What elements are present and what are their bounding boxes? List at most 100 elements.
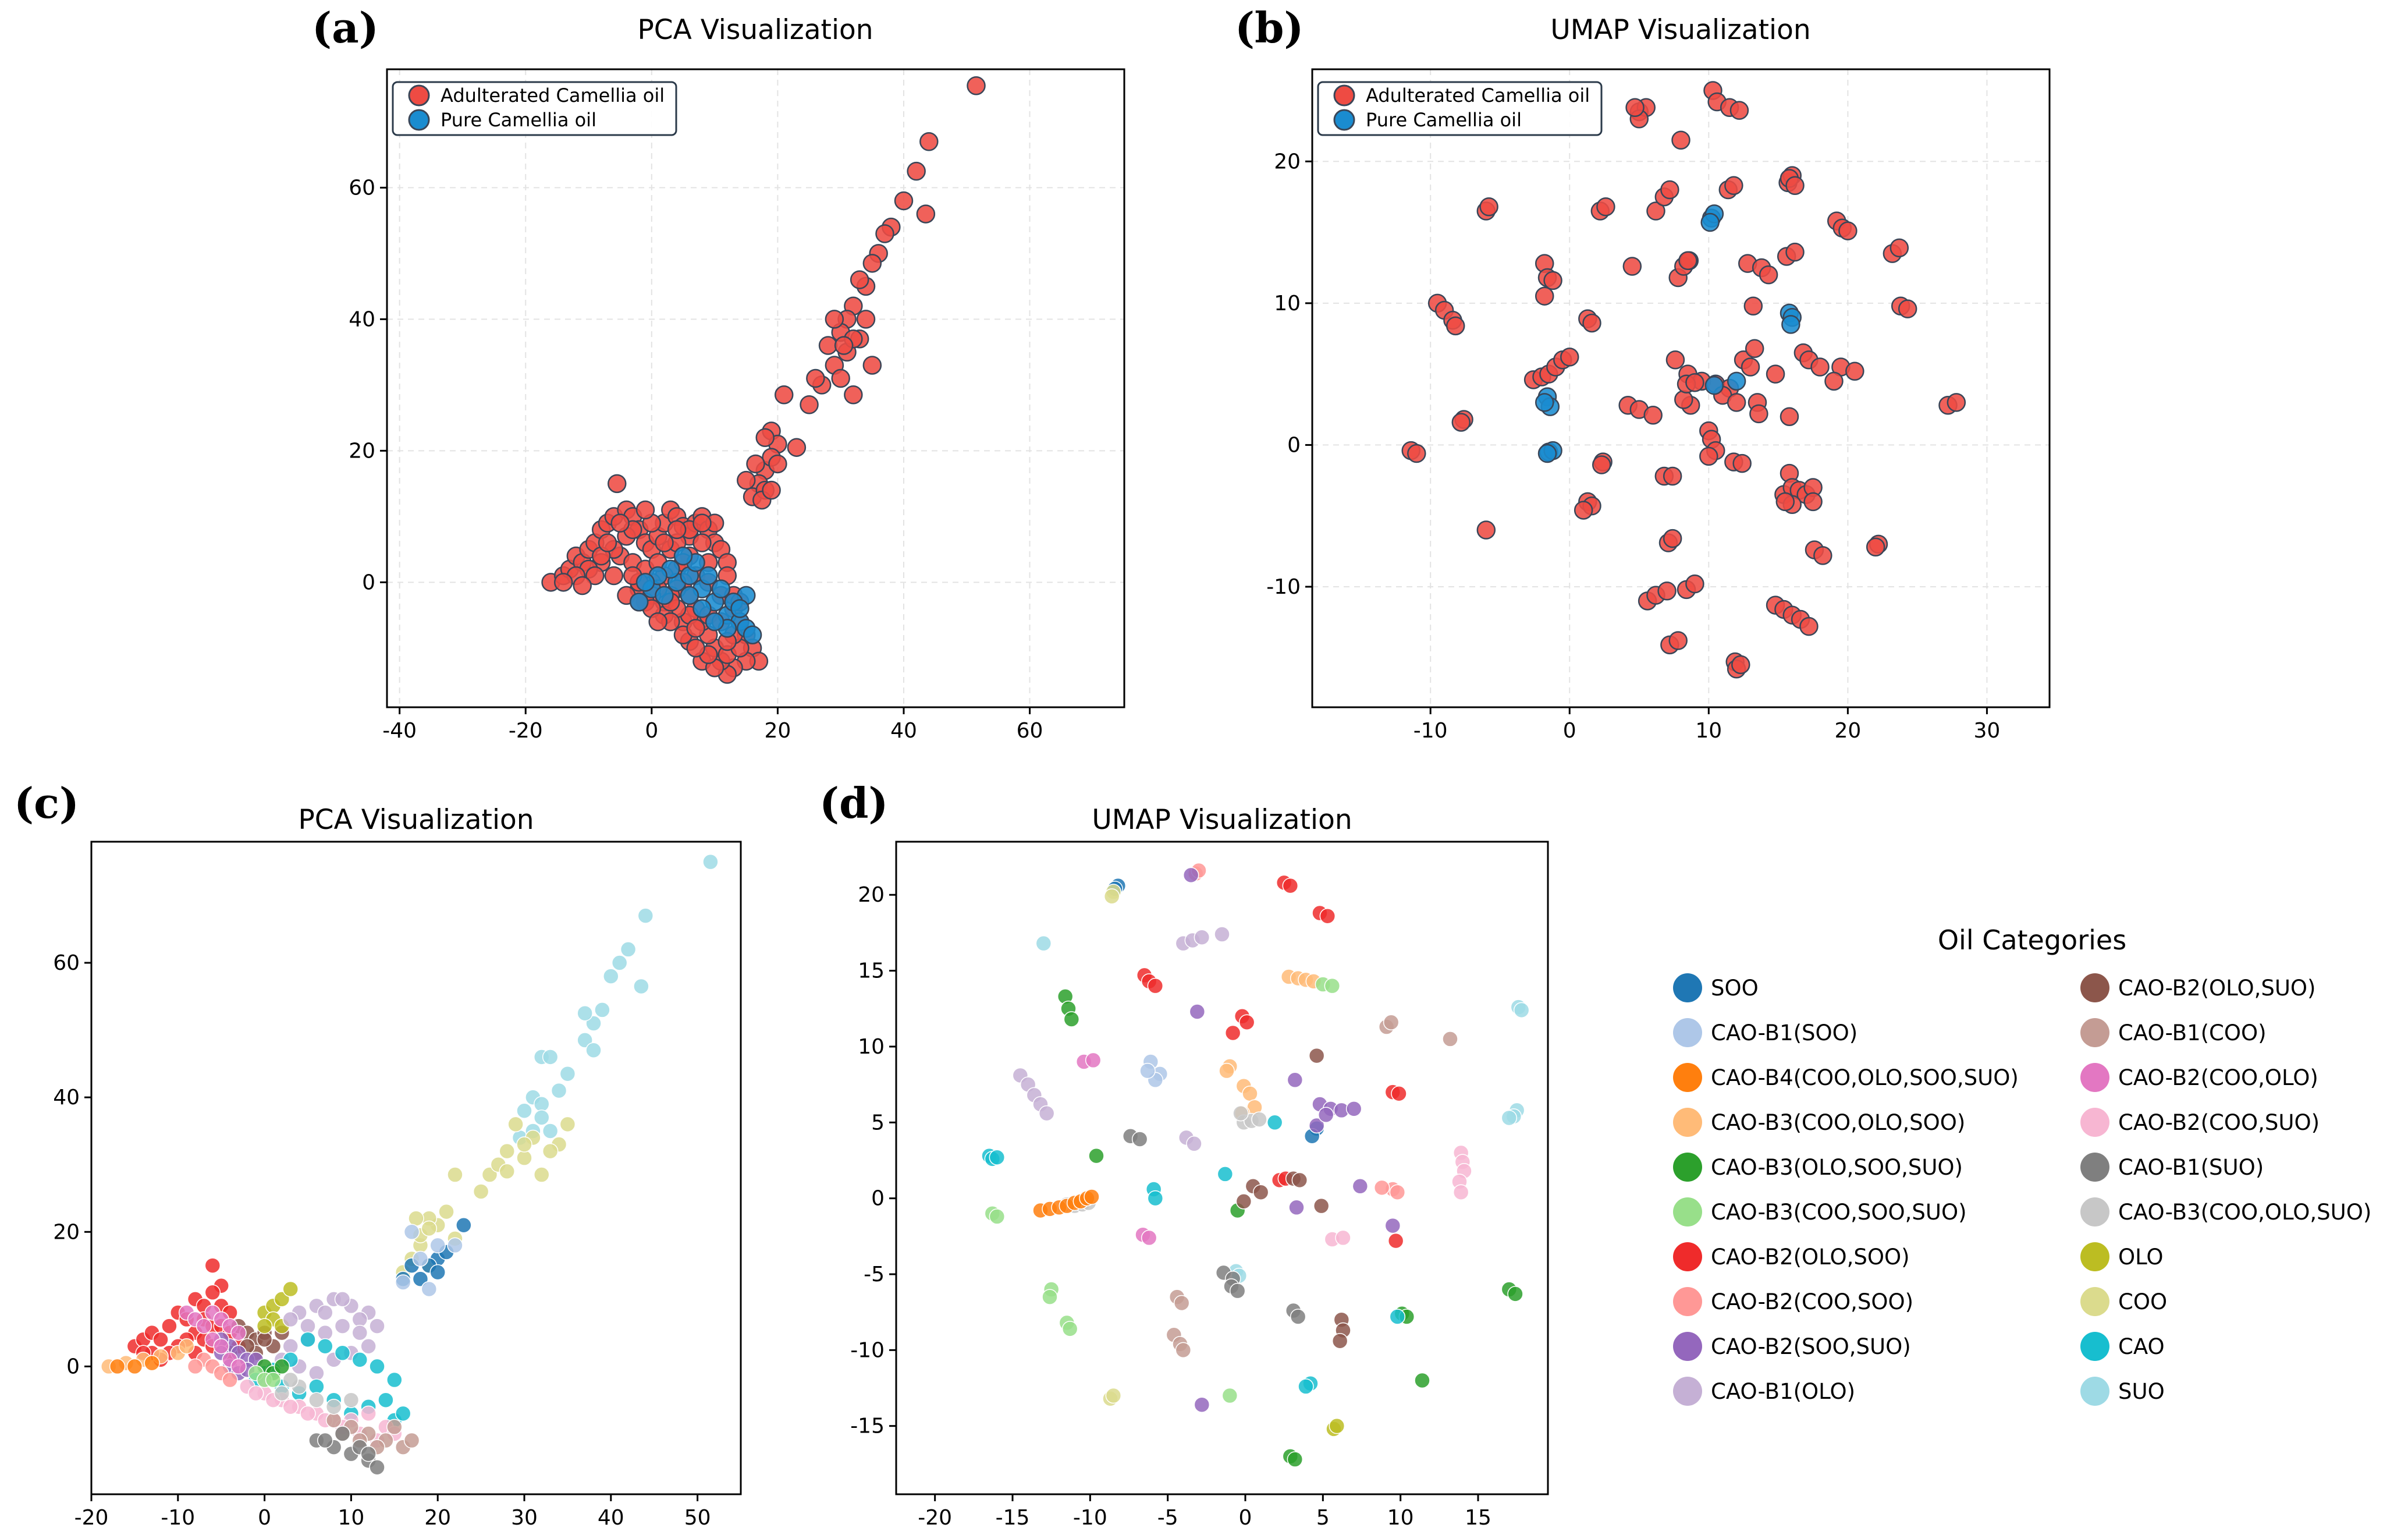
y-tick-label: 60 <box>349 176 375 200</box>
point-cao-b1-soo <box>1139 1062 1156 1079</box>
point-adulterated-camellia-oil <box>1775 492 1795 512</box>
y-tick-label: 0 <box>66 1355 80 1378</box>
point-cao-b1-olo <box>1214 926 1230 942</box>
point-adulterated-camellia-oil <box>1780 407 1799 426</box>
point-cao-b1-olo <box>1038 1105 1055 1122</box>
point-adulterated-camellia-oil <box>585 566 605 586</box>
point-cao-b2-coo-olo <box>196 1318 212 1334</box>
panel-d-axis-ticks: -20 -15 -10 -5 0 5 10 15 -15 -10 -5 0 5 10 15 20 <box>850 883 1491 1530</box>
point-cao-b1-coo <box>325 1412 342 1428</box>
point-adulterated-camellia-oil <box>1535 286 1554 306</box>
point-cao-b2-olo-soo <box>1391 1086 1407 1102</box>
point-adulterated-camellia-oil <box>1727 393 1746 412</box>
panel-d-points <box>981 862 1530 1467</box>
point-adulterated-camellia-oil <box>1785 176 1805 195</box>
panel-a-legend-box <box>392 81 677 136</box>
panel-a-points <box>541 76 986 684</box>
point-adulterated-camellia-oil <box>1947 393 1966 412</box>
point-cao-b2-coo-soo <box>187 1358 204 1375</box>
point-cao-b2-olo-suo <box>1252 1184 1269 1200</box>
point-cao <box>989 1149 1006 1166</box>
point-cao-b1-coo <box>386 1419 403 1435</box>
point-adulterated-camellia-oil <box>1699 446 1718 466</box>
point-pure-camellia-oil <box>1727 371 1746 391</box>
point-cao <box>300 1331 316 1348</box>
point-adulterated-camellia-oil <box>800 395 819 414</box>
point-adulterated-camellia-oil <box>1813 546 1832 565</box>
point-cao-b2-olo-soo <box>204 1284 221 1301</box>
point-cao-b3-coo-soo-suo <box>1042 1289 1058 1305</box>
point-adulterated-camellia-oil <box>692 533 712 552</box>
point-coo <box>499 1143 515 1160</box>
point-cao-b2-olo-soo <box>1319 907 1336 924</box>
point-adulterated-camellia-oil <box>1731 655 1750 675</box>
point-cao-b3-coo-soo-suo <box>265 1371 282 1388</box>
legend-label-cao-b2-coo-soo: CAO-B2(COO,SOO) <box>1711 1289 1913 1314</box>
point-pure-camellia-oil <box>705 612 724 632</box>
panel-b-axis-ticks: -10 0 10 20 30 -10 0 10 20 <box>1266 150 2000 743</box>
point-suo <box>1513 1002 1530 1019</box>
y-tick-label: 5 <box>871 1111 885 1135</box>
legend-label-olo: OLO <box>2118 1245 2164 1270</box>
legend-marker-cao-b2-coo-soo <box>1673 1287 1702 1316</box>
point-cao-b1-olo <box>317 1304 333 1321</box>
point-cao-b2-olo-soo <box>1387 1232 1404 1249</box>
point-suo <box>516 1102 532 1119</box>
legend-label-adulterated: Adulterated Camellia oil <box>1366 84 1590 107</box>
point-adulterated-camellia-oil <box>1479 197 1498 217</box>
point-adulterated-camellia-oil <box>1582 313 1601 333</box>
panel-d-umap-chart: UMAP Visualization -20 -15 -10 -5 0 5 10 15-15-… <box>850 804 1549 1530</box>
legend-marker-cao-b4-coo-olo-soo-suo <box>1673 1063 1702 1092</box>
point-cao-b1-olo <box>351 1324 368 1341</box>
point-adulterated-camellia-oil <box>967 76 986 95</box>
point-cao-b1-suo <box>1290 1309 1306 1325</box>
panel-label-b: (b) <box>1235 3 1304 52</box>
legend-label-adulterated: Adulterated Camellia oil <box>441 84 665 107</box>
legend-label-cao-b1-soo: CAO-B1(SOO) <box>1711 1020 1858 1045</box>
point-cao-b1-olo <box>300 1318 316 1334</box>
x-tick-label: -15 <box>996 1506 1030 1530</box>
point-coo <box>1103 888 1120 905</box>
legend-marker-cao-b3-coo-olo-suo <box>2080 1197 2109 1226</box>
point-adulterated-camellia-oil <box>1646 201 1665 221</box>
point-cao-b2-olo-soo <box>1238 1014 1255 1030</box>
point-adulterated-camellia-oil <box>825 310 844 329</box>
point-cao-b3-olo-soo-suo <box>1088 1147 1104 1164</box>
point-cao-b2-coo-suo <box>300 1405 316 1422</box>
point-cao-b2-coo-suo <box>360 1405 377 1422</box>
point-adulterated-camellia-oil <box>818 336 838 355</box>
point-cao <box>308 1378 325 1395</box>
point-adulterated-camellia-oil <box>1560 348 1579 367</box>
point-cao-b2-soo-suo <box>1194 1396 1210 1413</box>
legend-marker-pure <box>408 109 430 131</box>
point-cao <box>334 1345 351 1362</box>
legend-label-cao-b2-soo-suo: CAO-B2(SOO,SUO) <box>1711 1334 1911 1359</box>
point-adulterated-camellia-oil <box>1729 101 1749 120</box>
point-cao-b4-coo-olo-soo-suo <box>1084 1189 1100 1205</box>
point-coo <box>516 1136 532 1153</box>
point-cao-b2-olo-suo <box>1331 1332 1348 1349</box>
point-cao-b1-olo <box>351 1311 368 1328</box>
y-tick-label: 20 <box>858 883 885 907</box>
x-tick-label: -20 <box>918 1506 952 1530</box>
point-cao-b2-soo-suo <box>1189 1004 1206 1020</box>
y-tick-label: 40 <box>349 307 375 331</box>
point-cao <box>378 1392 394 1408</box>
legend-marker-coo <box>2080 1287 2109 1316</box>
point-coo <box>559 1116 576 1133</box>
point-cao-b2-coo-olo <box>213 1338 229 1355</box>
point-cao-b2-soo-suo <box>1317 1107 1334 1123</box>
point-olo <box>282 1281 299 1298</box>
point-cao-b3-coo-olo-suo <box>274 1385 290 1402</box>
point-suo <box>550 1082 567 1099</box>
point-adulterated-camellia-oil <box>1685 373 1704 392</box>
point-adulterated-camellia-oil <box>692 513 712 533</box>
legend-label-cao-b3-olo-soo-suo: CAO-B3(OLO,SOO,SUO) <box>1711 1155 1963 1180</box>
point-suo <box>1501 1109 1518 1126</box>
point-cao-b2-olo-suo <box>256 1331 273 1348</box>
panel-label-c: (c) <box>14 778 79 828</box>
point-adulterated-camellia-oil <box>1622 257 1642 276</box>
point-cao-b3-coo-olo-suo <box>1233 1105 1249 1122</box>
point-adulterated-camellia-oil <box>894 191 914 211</box>
point-cao-b1-olo <box>282 1338 299 1355</box>
